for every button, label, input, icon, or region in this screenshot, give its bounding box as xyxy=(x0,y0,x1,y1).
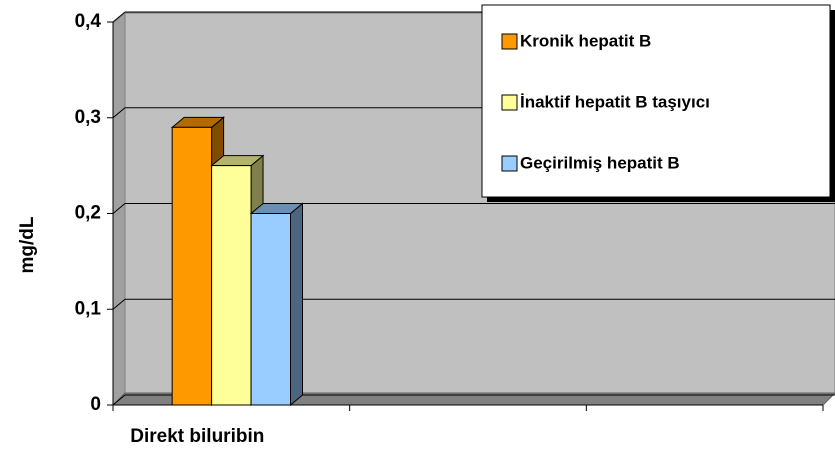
legend-swatch xyxy=(501,155,518,172)
y-tick-label: 0,2 xyxy=(75,203,101,224)
bar xyxy=(250,213,291,406)
y-tick-label: 0,4 xyxy=(75,11,102,32)
legend-label: Kronik hepatit B xyxy=(520,31,651,50)
legend-label: İnaktif hepatit B taşıyıcı xyxy=(520,92,710,111)
legend-swatch xyxy=(501,94,518,111)
bar xyxy=(171,126,213,406)
grid-line-side xyxy=(112,394,126,406)
y-axis-label: mg/dL xyxy=(17,216,38,273)
bar xyxy=(211,165,252,406)
y-tick-label: 0,3 xyxy=(75,107,101,128)
grid-line-side xyxy=(112,298,126,310)
legend-label: Geçirilmiş hepatit B xyxy=(520,153,680,172)
x-tick-label: Direkt biluribin xyxy=(130,426,264,447)
legend xyxy=(481,4,831,198)
bar-side xyxy=(290,202,303,407)
legend-entries: Kronik hepatit B İnaktif hepatit B taşıyı… xyxy=(501,31,710,172)
bars xyxy=(170,116,304,407)
grid-line-side xyxy=(112,11,126,23)
y-tick-label: 0,1 xyxy=(75,298,102,319)
legend-swatch xyxy=(501,33,518,50)
grid-line-side xyxy=(112,203,126,214)
grid-line-side xyxy=(112,107,126,119)
y-tick-label: 0 xyxy=(90,394,101,415)
